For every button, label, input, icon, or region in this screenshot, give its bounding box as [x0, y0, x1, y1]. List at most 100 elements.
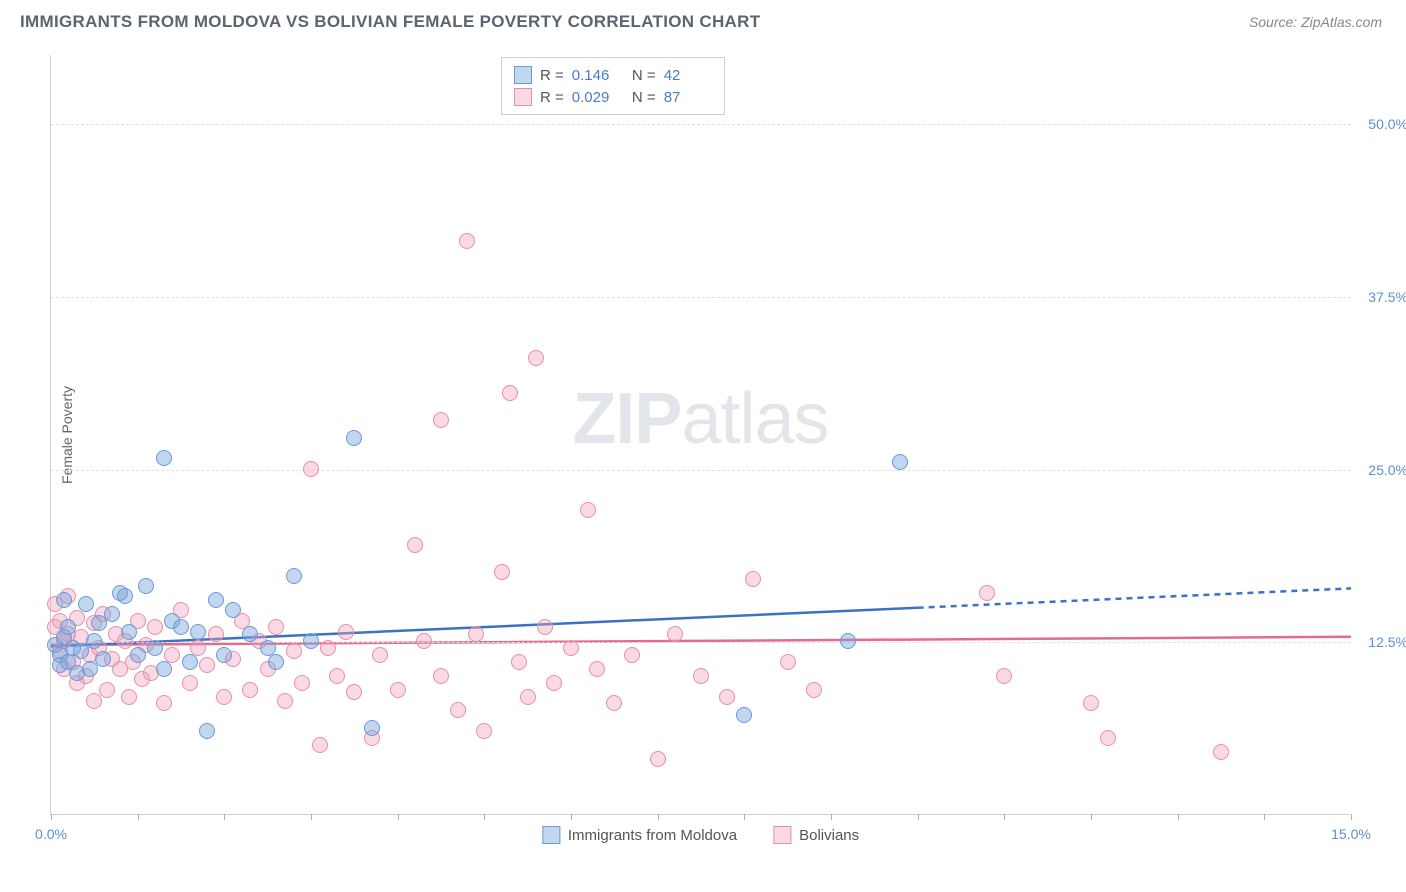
- scatter-point-bolivians: [806, 682, 822, 698]
- scatter-point-bolivians: [277, 693, 293, 709]
- xtick: [138, 814, 139, 820]
- scatter-point-moldova: [286, 568, 302, 584]
- r-value-bolivians: 0.029: [572, 89, 620, 106]
- scatter-point-moldova: [892, 454, 908, 470]
- scatter-point-bolivians: [606, 695, 622, 711]
- xtick: [658, 814, 659, 820]
- ytick-label: 25.0%: [1368, 462, 1406, 478]
- scatter-point-bolivians: [312, 737, 328, 753]
- swatch-moldova: [514, 66, 532, 84]
- plot-area: ZIPatlas R = 0.146 N = 42 R = 0.029 N = …: [50, 55, 1350, 815]
- scatter-point-moldova: [56, 592, 72, 608]
- source-attribution: Source: ZipAtlas.com: [1249, 14, 1382, 30]
- legend-item-moldova: Immigrants from Moldova: [542, 826, 737, 844]
- scatter-point-bolivians: [459, 233, 475, 249]
- scatter-point-moldova: [121, 624, 137, 640]
- scatter-point-bolivians: [338, 624, 354, 640]
- scatter-point-moldova: [242, 626, 258, 642]
- n-label: N =: [628, 67, 656, 84]
- scatter-point-bolivians: [494, 564, 510, 580]
- xtick: [571, 814, 572, 820]
- scatter-point-bolivians: [502, 385, 518, 401]
- scatter-point-bolivians: [372, 647, 388, 663]
- chart-title: IMMIGRANTS FROM MOLDOVA VS BOLIVIAN FEMA…: [20, 12, 760, 32]
- xtick: [1004, 814, 1005, 820]
- xtick: [51, 814, 52, 820]
- scatter-point-bolivians: [719, 689, 735, 705]
- scatter-point-moldova: [156, 661, 172, 677]
- scatter-point-moldova: [208, 592, 224, 608]
- swatch-bolivians: [773, 826, 791, 844]
- xtick: [484, 814, 485, 820]
- n-value-moldova: 42: [664, 67, 712, 84]
- scatter-point-bolivians: [346, 684, 362, 700]
- gridline: [51, 297, 1351, 298]
- r-label: R =: [540, 89, 564, 106]
- xtick-label: 0.0%: [35, 826, 67, 842]
- r-value-moldova: 0.146: [572, 67, 620, 84]
- scatter-point-bolivians: [589, 661, 605, 677]
- scatter-point-moldova: [86, 633, 102, 649]
- scatter-point-bolivians: [624, 647, 640, 663]
- xtick: [1351, 814, 1352, 820]
- n-label: N =: [628, 89, 656, 106]
- xtick: [224, 814, 225, 820]
- scatter-point-moldova: [130, 647, 146, 663]
- scatter-point-moldova: [60, 619, 76, 635]
- scatter-point-bolivians: [416, 633, 432, 649]
- scatter-point-moldova: [104, 606, 120, 622]
- scatter-point-moldova: [156, 450, 172, 466]
- scatter-point-moldova: [147, 640, 163, 656]
- scatter-point-bolivians: [121, 689, 137, 705]
- scatter-point-bolivians: [780, 654, 796, 670]
- chart-container: Female Poverty ZIPatlas R = 0.146 N = 42…: [50, 55, 1350, 815]
- scatter-point-moldova: [225, 602, 241, 618]
- scatter-point-bolivians: [433, 412, 449, 428]
- scatter-point-bolivians: [563, 640, 579, 656]
- stats-row-bolivians: R = 0.029 N = 87: [514, 86, 712, 108]
- scatter-point-bolivians: [268, 619, 284, 635]
- xtick: [398, 814, 399, 820]
- scatter-point-bolivians: [182, 675, 198, 691]
- trend-lines: [51, 55, 1351, 815]
- scatter-point-bolivians: [476, 723, 492, 739]
- scatter-point-bolivians: [1083, 695, 1099, 711]
- xtick: [1178, 814, 1179, 820]
- scatter-point-bolivians: [693, 668, 709, 684]
- scatter-point-moldova: [840, 633, 856, 649]
- scatter-point-bolivians: [208, 626, 224, 642]
- scatter-point-bolivians: [650, 751, 666, 767]
- scatter-point-moldova: [95, 651, 111, 667]
- scatter-point-moldova: [190, 624, 206, 640]
- gridline: [51, 642, 1351, 643]
- scatter-point-bolivians: [468, 626, 484, 642]
- scatter-point-moldova: [736, 707, 752, 723]
- scatter-point-bolivians: [99, 682, 115, 698]
- legend-label-moldova: Immigrants from Moldova: [568, 827, 737, 844]
- scatter-point-bolivians: [286, 643, 302, 659]
- xtick: [311, 814, 312, 820]
- xtick: [1091, 814, 1092, 820]
- scatter-point-bolivians: [520, 689, 536, 705]
- scatter-point-moldova: [346, 430, 362, 446]
- scatter-point-bolivians: [537, 619, 553, 635]
- stats-row-moldova: R = 0.146 N = 42: [514, 64, 712, 86]
- swatch-bolivians: [514, 88, 532, 106]
- gridline: [51, 124, 1351, 125]
- scatter-point-bolivians: [511, 654, 527, 670]
- scatter-point-moldova: [182, 654, 198, 670]
- scatter-point-bolivians: [407, 537, 423, 553]
- scatter-point-moldova: [138, 578, 154, 594]
- scatter-point-moldova: [199, 723, 215, 739]
- xtick: [1264, 814, 1265, 820]
- scatter-point-bolivians: [450, 702, 466, 718]
- r-label: R =: [540, 67, 564, 84]
- scatter-point-bolivians: [86, 693, 102, 709]
- scatter-point-bolivians: [156, 695, 172, 711]
- scatter-point-bolivians: [667, 626, 683, 642]
- scatter-point-moldova: [303, 633, 319, 649]
- scatter-point-bolivians: [745, 571, 761, 587]
- scatter-point-bolivians: [580, 502, 596, 518]
- scatter-point-bolivians: [329, 668, 345, 684]
- scatter-point-bolivians: [979, 585, 995, 601]
